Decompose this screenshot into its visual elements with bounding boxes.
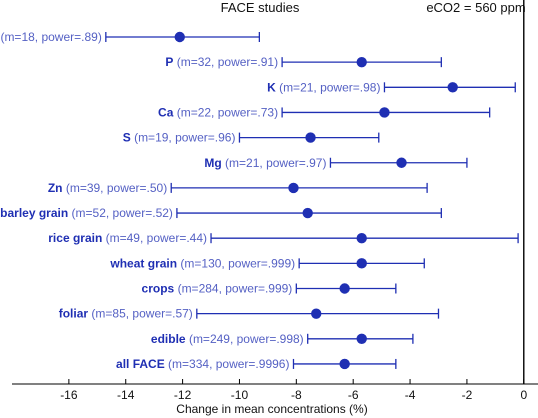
- row-label-stats: (m=21, power=.97): [222, 156, 327, 170]
- row-label-name: K: [267, 80, 276, 94]
- row-label: N (m=18, power=.89): [0, 30, 102, 44]
- x-tick-label: -16: [60, 388, 78, 402]
- row-label: Zn (m=39, power=.50): [48, 181, 167, 195]
- row-label: barley grain (m=52, power=.52): [0, 206, 173, 220]
- row-label: S (m=19, power=.96): [123, 131, 236, 145]
- row-label-stats: (m=49, power=.44): [102, 231, 207, 245]
- row-label-stats: (m=52, power=.52): [68, 206, 173, 220]
- row-n: N (m=18, power=.89): [0, 30, 261, 44]
- mean-point: [302, 207, 313, 219]
- mean-point: [288, 182, 299, 194]
- row-label-name: barley grain: [0, 206, 68, 220]
- row-label: K (m=21, power=.98): [267, 80, 380, 94]
- row-label-name: wheat grain: [109, 256, 177, 270]
- row-label: Ca (m=22, power=.73): [158, 105, 278, 119]
- row-label-name: S: [123, 131, 131, 145]
- x-tick-label: -2: [462, 388, 473, 402]
- row-label-stats: (m=284, power=.999): [174, 282, 292, 296]
- mean-point: [356, 233, 367, 244]
- row-label-name: P: [165, 55, 173, 69]
- row-label-stats: (m=39, power=.50): [63, 181, 168, 195]
- mean-point: [356, 258, 367, 269]
- x-tick-label: -12: [174, 388, 192, 402]
- row-label-stats: (m=32, power=.91): [173, 55, 278, 69]
- x-tick-label: -10: [231, 388, 249, 402]
- row-k: K (m=21, power=.98): [267, 80, 516, 94]
- row-label: rice grain (m=49, power=.44): [48, 231, 207, 245]
- mean-point: [356, 56, 367, 68]
- row-label-name: all FACE: [116, 357, 165, 371]
- plot-rows: N (m=18, power=.89) P (m=32, power=.91) K …: [0, 30, 519, 371]
- row-label-stats: (m=18, power=.89): [0, 30, 102, 44]
- row-ca: Ca (m=22, power=.73): [158, 105, 491, 119]
- row-label-stats: (m=249, power=.998): [186, 332, 304, 346]
- row-label: Mg (m=21, power=.97): [204, 156, 326, 170]
- row-edible: edible (m=249, power=.998): [151, 332, 414, 346]
- row-label: all FACE (m=334, power=.9996): [116, 357, 289, 371]
- row-label: crops (m=284, power=.999): [142, 282, 293, 296]
- mean-point: [311, 308, 322, 319]
- row-zn: Zn (m=39, power=.50): [48, 181, 428, 195]
- mean-point: [447, 82, 458, 93]
- row-s: S (m=19, power=.96): [123, 131, 380, 145]
- x-tick-label: -14: [117, 388, 135, 402]
- row-label-name: Zn: [48, 181, 63, 195]
- mean-point: [339, 283, 350, 294]
- mean-point: [396, 157, 407, 168]
- row-label: foliar (m=85, power=.57): [59, 307, 193, 321]
- row-crops: crops (m=284, power=.999): [142, 282, 397, 296]
- row-p: P (m=32, power=.91): [165, 55, 442, 69]
- row-wheat-grain: wheat grain (m=130, power=.999): [109, 256, 425, 270]
- mean-point: [339, 358, 350, 370]
- row-label-stats: (m=21, power=.98): [276, 80, 381, 94]
- row-label-stats: (m=130, power=.999): [177, 256, 295, 270]
- row-label-stats: (m=85, power=.57): [88, 307, 193, 321]
- row-label-name: Mg: [204, 156, 221, 170]
- mean-point: [305, 132, 316, 143]
- row-all-face: all FACE (m=334, power=.9996): [116, 357, 397, 371]
- row-foliar: foliar (m=85, power=.57): [59, 307, 440, 321]
- row-label-name: rice grain: [48, 231, 102, 245]
- row-label: edible (m=249, power=.998): [151, 332, 304, 346]
- row-label-name: foliar: [59, 307, 89, 321]
- x-axis-ticks: -16 -14 -12 -10 -8 -6 -4 -2 0: [60, 379, 527, 402]
- row-label: wheat grain (m=130, power=.999): [109, 256, 295, 270]
- row-label-stats: (m=19, power=.96): [131, 131, 236, 145]
- x-tick-label: 0: [520, 388, 527, 402]
- x-axis-label: Change in mean concentrations (%): [176, 402, 367, 416]
- chart-title: FACE studies: [221, 0, 300, 15]
- x-tick-label: -4: [405, 388, 416, 402]
- row-label-stats: (m=334, power=.9996): [165, 357, 290, 371]
- row-barley-grain: barley grain (m=52, power=.52): [0, 206, 442, 220]
- row-rice-grain: rice grain (m=49, power=.44): [48, 231, 519, 245]
- row-mg: Mg (m=21, power=.97): [204, 156, 468, 170]
- row-label-name: edible: [151, 332, 186, 346]
- mean-point: [356, 333, 367, 344]
- mean-point: [174, 31, 185, 43]
- row-label-name: Ca: [158, 105, 174, 119]
- mean-point: [379, 107, 390, 118]
- chart-annotation: eCO2 = 560 ppm: [426, 0, 525, 15]
- row-label: P (m=32, power=.91): [165, 55, 278, 69]
- x-tick-label: -8: [291, 388, 302, 402]
- row-label-name: crops: [142, 282, 175, 296]
- row-label-stats: (m=22, power=.73): [173, 105, 278, 119]
- x-tick-label: -6: [348, 388, 359, 402]
